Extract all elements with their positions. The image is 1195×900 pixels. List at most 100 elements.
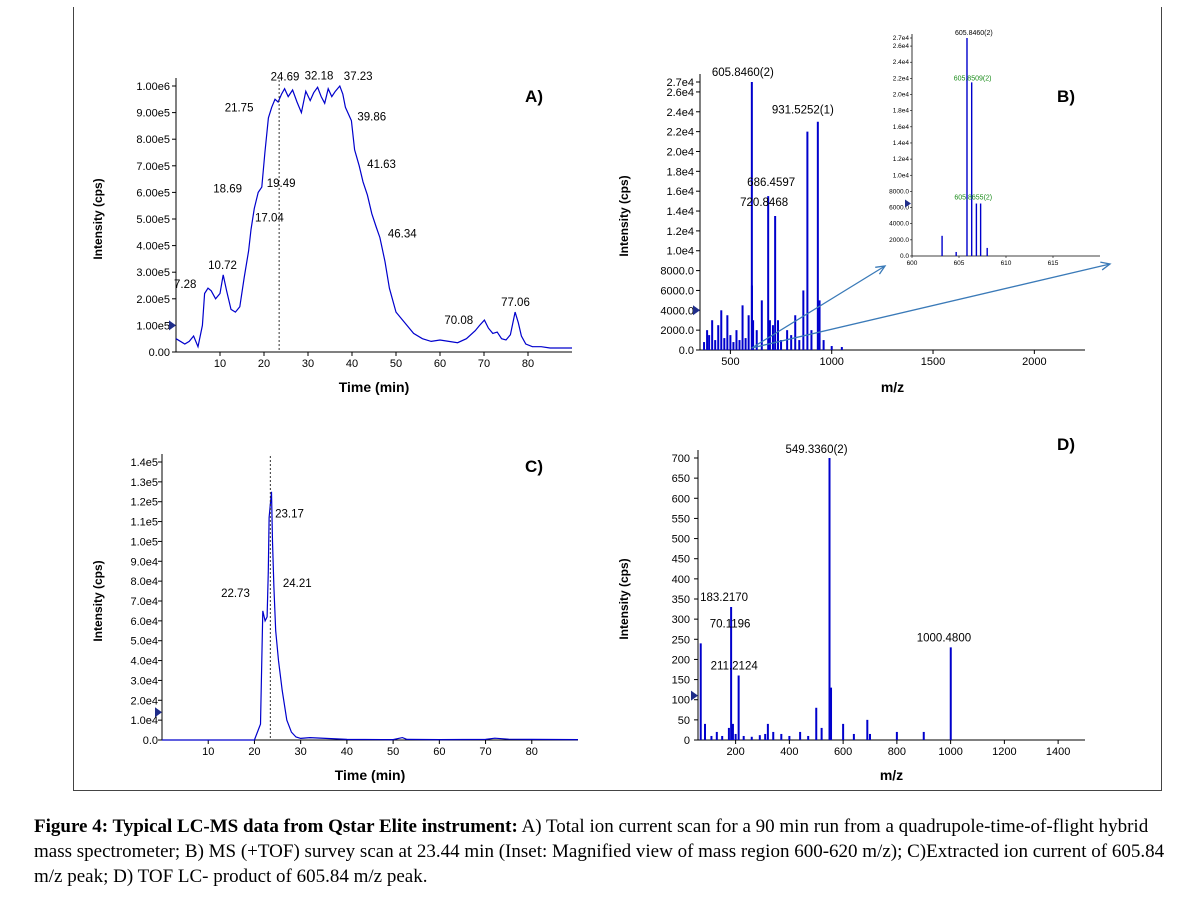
y-tick-label: 700 — [672, 453, 690, 465]
panel-D: 0 50 100 150 200 250 300 350 400 450 500 550 600 650 7… — [617, 435, 1085, 783]
y-tick-label: 8.0e4 — [130, 576, 158, 588]
peak-annotation: 1000.4800 — [917, 632, 971, 644]
y-tick-label: 1.00e5 — [136, 320, 170, 332]
y-tick-label: 7.00e5 — [136, 161, 170, 173]
baseline-marker-icon — [691, 690, 698, 701]
x-tick-label: 30 — [295, 746, 307, 758]
y-tick-label: 0.0 — [143, 735, 158, 747]
y-tick-label: 6000.0 — [660, 285, 694, 297]
y-tick-label: 300 — [672, 614, 690, 626]
peak-annotation: 32.18 — [305, 70, 334, 82]
y-tick-label: 9.0e4 — [130, 556, 158, 568]
peak-annotation: 605.8460(2) — [712, 67, 774, 79]
x-axis-title: m/z — [880, 767, 903, 783]
baseline-marker-icon — [169, 320, 176, 331]
y-tick-label: 6.0e4 — [130, 616, 158, 628]
y-tick-label: 8.00e5 — [136, 134, 170, 146]
x-tick-label: 20 — [248, 746, 260, 758]
inset-baseline-marker-icon — [905, 199, 911, 208]
inset-y-tick-label: 1.6e4 — [893, 124, 910, 131]
inset-peak-annotation: 605.8509(2) — [954, 75, 992, 82]
peak-annotation: 931.5252(1) — [772, 105, 834, 117]
figure-plots: 0.001.00e52.00e53.00e54.00e55.00e56.00e5… — [91, 30, 1112, 783]
y-tick-label: 650 — [672, 473, 690, 485]
y-tick-label: 1.0e4 — [666, 246, 694, 258]
y-tick-label: 2000.0 — [660, 325, 694, 337]
y-tick-label: 1.00e6 — [136, 81, 170, 93]
y-tick-label: 50 — [678, 715, 690, 727]
inset-x-tick-label: 615 — [1048, 260, 1059, 267]
y-tick-label: 350 — [672, 594, 690, 606]
inset-y-tick-label: 1.0e4 — [893, 172, 910, 179]
y-tick-label: 1.0e4 — [130, 715, 158, 727]
peak-annotation: 41.63 — [367, 159, 396, 171]
inset-x-tick-label: 600 — [907, 260, 918, 267]
peak-annotation: 7.28 — [174, 279, 196, 291]
inset-y-tick-label: 6000.0 — [889, 205, 909, 212]
y-tick-label: 0.0 — [679, 345, 694, 357]
x-tick-label: 60 — [434, 358, 446, 370]
panel-label: A) — [525, 87, 543, 106]
peak-annotation: 686.4597 — [747, 177, 795, 189]
zoom-arrow-line — [751, 265, 886, 349]
inset-x-tick-label: 610 — [1001, 260, 1012, 267]
y-tick-label: 1.3e5 — [130, 477, 158, 489]
panel-label: D) — [1057, 435, 1075, 454]
peak-annotation: 22.73 — [221, 588, 250, 600]
x-tick-label: 10 — [214, 358, 226, 370]
x-tick-label: 1400 — [1046, 746, 1070, 758]
y-tick-label: 4000.0 — [660, 305, 694, 317]
y-tick-label: 3.00e5 — [136, 267, 170, 279]
x-tick-label: 50 — [387, 746, 399, 758]
inset-x-tick-label: 605 — [954, 260, 965, 267]
peak-annotation: 37.23 — [344, 71, 373, 83]
y-tick-label: 450 — [672, 554, 690, 566]
y-tick-label: 2.00e5 — [136, 294, 170, 306]
peak-annotation: 70.08 — [444, 315, 473, 327]
x-tick-label: 1000 — [819, 356, 843, 368]
peak-annotation: 46.34 — [388, 229, 417, 241]
x-tick-label: 2000 — [1022, 356, 1046, 368]
x-tick-label: 1500 — [921, 356, 945, 368]
x-tick-label: 70 — [478, 358, 490, 370]
y-tick-label: 200 — [672, 654, 690, 666]
zoom-arrows — [751, 261, 1112, 349]
y-axis-title: Intensity (cps) — [617, 558, 631, 639]
inset-y-tick-label: 2.4e4 — [893, 59, 910, 66]
inset-y-tick-label: 1.4e4 — [893, 140, 910, 147]
y-tick-label: 600 — [672, 493, 690, 505]
peak-annotation: 23.17 — [275, 509, 304, 521]
x-tick-label: 40 — [346, 358, 358, 370]
y-tick-label: 1.4e4 — [666, 206, 694, 218]
inset-y-tick-label: 2.6e4 — [893, 43, 910, 50]
x-tick-label: 400 — [780, 746, 798, 758]
y-tick-label: 0.00 — [149, 347, 170, 359]
inset-y-tick-label: 2.2e4 — [893, 75, 910, 82]
inset-y-tick-label: 2.0e4 — [893, 92, 910, 99]
x-tick-label: 200 — [726, 746, 744, 758]
x-tick-label: 40 — [341, 746, 353, 758]
peak-annotation: 21.75 — [225, 102, 254, 114]
x-tick-label: 20 — [258, 358, 270, 370]
inset-plot: 0.0 2000.0 4000.0 6000.0 8000.0 1.0e4 1.2e4 1.4… — [889, 30, 1100, 267]
peak-annotation: 70.1196 — [710, 618, 751, 630]
panel-C: 0.0 1.0e4 2.0e4 3.0e4 4.0e4 5.0e4 6.0e4 7.0e4 8.… — [91, 454, 579, 783]
figure-caption: Figure 4: Typical LC-MS data from Qstar … — [34, 814, 1174, 889]
peak-annotation: 720.8468 — [740, 197, 788, 209]
y-tick-label: 1.8e4 — [666, 166, 694, 178]
y-tick-label: 3.0e4 — [130, 675, 158, 687]
inset-y-tick-label: 1.2e4 — [893, 156, 910, 163]
y-tick-label: 2.0e4 — [130, 695, 158, 707]
inset-y-tick-label: 4000.0 — [889, 221, 909, 228]
y-tick-label: 2.4e4 — [666, 107, 694, 119]
y-tick-label: 2.2e4 — [666, 127, 694, 139]
y-tick-label: 5.0e4 — [130, 636, 158, 648]
figure-frame — [73, 7, 1162, 791]
zoom-arrow-line — [751, 263, 1111, 349]
caption-body: A) Total ion current scan for a 90 min r… — [34, 816, 1165, 887]
y-tick-label: 7.0e4 — [130, 596, 158, 608]
y-tick-label: 2.6e4 — [666, 87, 694, 99]
peak-annotation: 18.69 — [213, 183, 242, 195]
inset-y-tick-label: 0.0 — [900, 253, 909, 260]
x-tick-label: 800 — [888, 746, 906, 758]
